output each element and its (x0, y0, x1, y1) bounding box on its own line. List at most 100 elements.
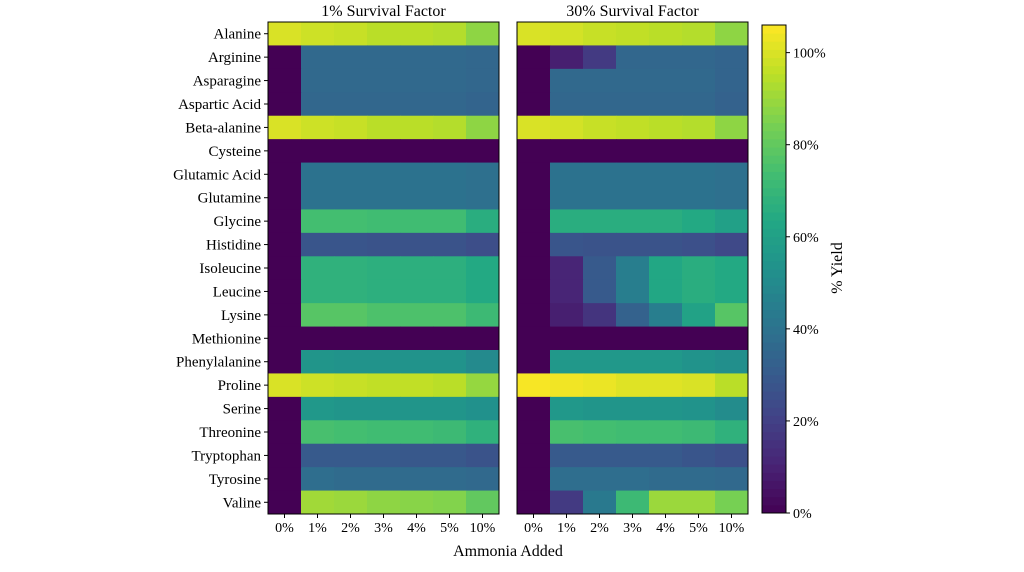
heatmap-cell (649, 490, 683, 515)
heatmap-cell (268, 303, 302, 328)
heatmap-cell (367, 209, 401, 234)
heatmap-cell (334, 467, 368, 492)
heatmap-cell (517, 22, 551, 46)
heatmap-cell (301, 209, 335, 234)
heatmap-cell (466, 162, 500, 187)
heatmap-cell (649, 396, 683, 421)
heatmap-cell (583, 92, 617, 117)
heatmap-cell (649, 139, 683, 164)
heatmap-cell (649, 209, 683, 234)
colorbar-segment (762, 423, 786, 433)
heatmap-cell (466, 92, 500, 117)
heatmap-cell (682, 420, 716, 445)
colorbar-segment (762, 122, 786, 132)
heatmap-cell (550, 326, 584, 351)
heatmap-cell (649, 68, 683, 93)
colorbar-segment (762, 504, 786, 514)
colorbar-segment (762, 391, 786, 400)
heatmap-cell (517, 326, 551, 351)
heatmap-cell (682, 92, 716, 117)
colorbar-segment (762, 350, 786, 359)
heatmap-cell (268, 162, 302, 187)
y-tick-label: Beta-alanine (185, 120, 261, 136)
heatmap-cell (715, 256, 749, 281)
y-tick-label: Phenylalanine (176, 355, 261, 371)
heatmap-cell (400, 396, 434, 421)
heatmap-cell (616, 68, 650, 93)
colorbar-segment (762, 334, 786, 343)
x-tick-label: 5% (689, 521, 708, 536)
heatmap-cell (550, 162, 584, 187)
colorbar-segment (762, 488, 786, 498)
heatmap-cell (466, 350, 500, 374)
heatmap-cell (301, 92, 335, 117)
y-tick-label: Aspartic Acid (178, 97, 261, 113)
heatmap-cell (550, 443, 584, 468)
heatmap-cell (583, 232, 617, 257)
heatmap-cell (367, 420, 401, 445)
y-tick-label: Lysine (221, 308, 261, 324)
heatmap-cell (334, 68, 368, 93)
heatmap-cell (400, 162, 434, 187)
heatmap-cell (616, 209, 650, 234)
heatmap-cell (550, 396, 584, 421)
x-tick-label: 1% (308, 521, 327, 536)
heatmap-cell (400, 186, 434, 210)
colorbar-segment (762, 472, 786, 481)
heatmap-cell (649, 22, 683, 46)
heatmap-cell (583, 209, 617, 234)
heatmap-cell (433, 443, 467, 468)
heatmap-cell (649, 115, 683, 140)
heatmap-cell (616, 256, 650, 281)
heatmap-cell (334, 279, 368, 304)
y-tick-label: Threonine (199, 425, 261, 441)
heatmap-cell (400, 420, 434, 445)
y-tick-label: Histidine (206, 238, 261, 254)
heatmap-cell (334, 373, 368, 398)
colorbar-segment (762, 228, 786, 237)
x-tick-label: 4% (407, 521, 426, 536)
heatmap-cell (466, 209, 500, 234)
heatmap-cell (334, 139, 368, 164)
colorbar-segment (762, 138, 786, 148)
colorbar-tick-label: 60% (793, 231, 819, 246)
x-tick-label: 10% (470, 521, 496, 536)
colorbar-segment (762, 33, 786, 42)
heatmap-cell (682, 443, 716, 468)
heatmap-cell (715, 467, 749, 492)
heatmap-cell (649, 162, 683, 187)
heatmap-cell (616, 443, 650, 468)
heatmap-cell (616, 162, 650, 187)
heatmap-cell (334, 45, 368, 70)
heatmap-cell (517, 232, 551, 257)
heatmap-cell (649, 373, 683, 398)
heatmap-cell (466, 186, 500, 210)
heatmap-cell (517, 373, 551, 398)
heatmap-cell (466, 420, 500, 445)
heatmap-cell (367, 92, 401, 117)
heatmap-cell (583, 326, 617, 351)
heatmap-cell (715, 420, 749, 445)
heatmap-cell (301, 303, 335, 328)
panel-title: 30% Survival Factor (566, 3, 699, 20)
x-axis-label: Ammonia Added (453, 543, 563, 560)
heatmap-cell (367, 467, 401, 492)
heatmap-cell (400, 303, 434, 328)
x-tick-label: 0% (524, 521, 543, 536)
heatmap-cell (433, 256, 467, 281)
heatmap-cell (367, 279, 401, 304)
heatmap-cell (400, 326, 434, 351)
colorbar-segment (762, 456, 786, 465)
heatmap-cell (433, 209, 467, 234)
heatmap-cell (517, 186, 551, 210)
heatmap-cell (466, 396, 500, 421)
heatmap-cell (517, 68, 551, 93)
colorbar-segment (762, 285, 786, 294)
heatmap-cell (715, 115, 749, 140)
heatmap-cell (367, 232, 401, 257)
heatmap-cell (301, 373, 335, 398)
heatmap-cell (550, 373, 584, 398)
heatmap-cell (715, 326, 749, 351)
heatmap-cell (466, 68, 500, 93)
